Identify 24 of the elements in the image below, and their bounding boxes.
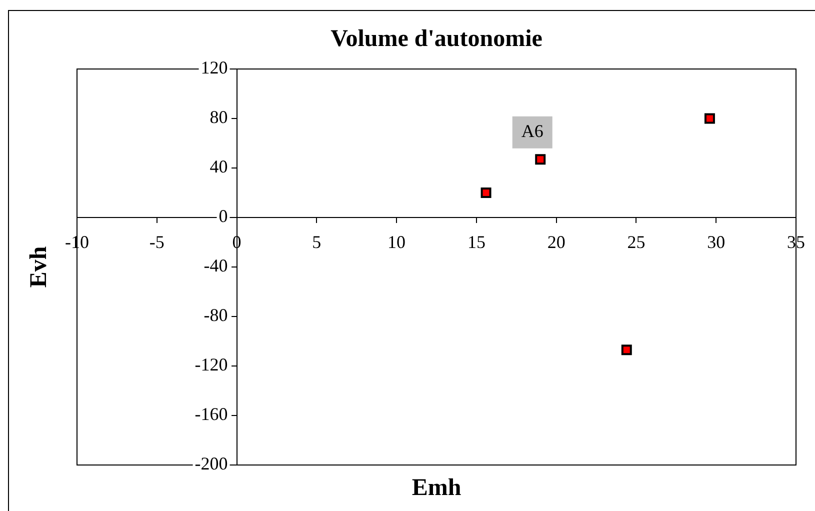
y-tick-label: -120 [194, 354, 228, 375]
y-tick-label: -80 [204, 305, 228, 326]
x-tick-label: 5 [312, 232, 322, 252]
y-axis-title: Evh [26, 246, 52, 288]
x-tick-label: 15 [467, 232, 486, 252]
y-tick-label: 40 [210, 156, 228, 177]
y-tick-label: -40 [204, 256, 228, 276]
point [535, 154, 546, 165]
x-tick-label: 25 [627, 232, 646, 252]
x-tick-label: -5 [149, 232, 164, 252]
annotation: A6 [521, 121, 544, 142]
point [621, 344, 632, 356]
chart-title: Volume d'autonomie [330, 26, 543, 52]
y-tick-label: 0 [218, 206, 228, 226]
y-tick-label: -160 [194, 404, 228, 424]
x-tick-label: 10 [388, 232, 406, 252]
x-tick-label: 30 [707, 232, 726, 252]
point [704, 113, 715, 124]
y-tick-label: 80 [210, 107, 228, 128]
y-tick-label: -200 [194, 454, 228, 474]
point [480, 188, 492, 198]
x-tick-label: 20 [547, 232, 566, 252]
y-tick-label: 120 [200, 58, 228, 78]
x-axis-title: Emh [412, 475, 462, 502]
